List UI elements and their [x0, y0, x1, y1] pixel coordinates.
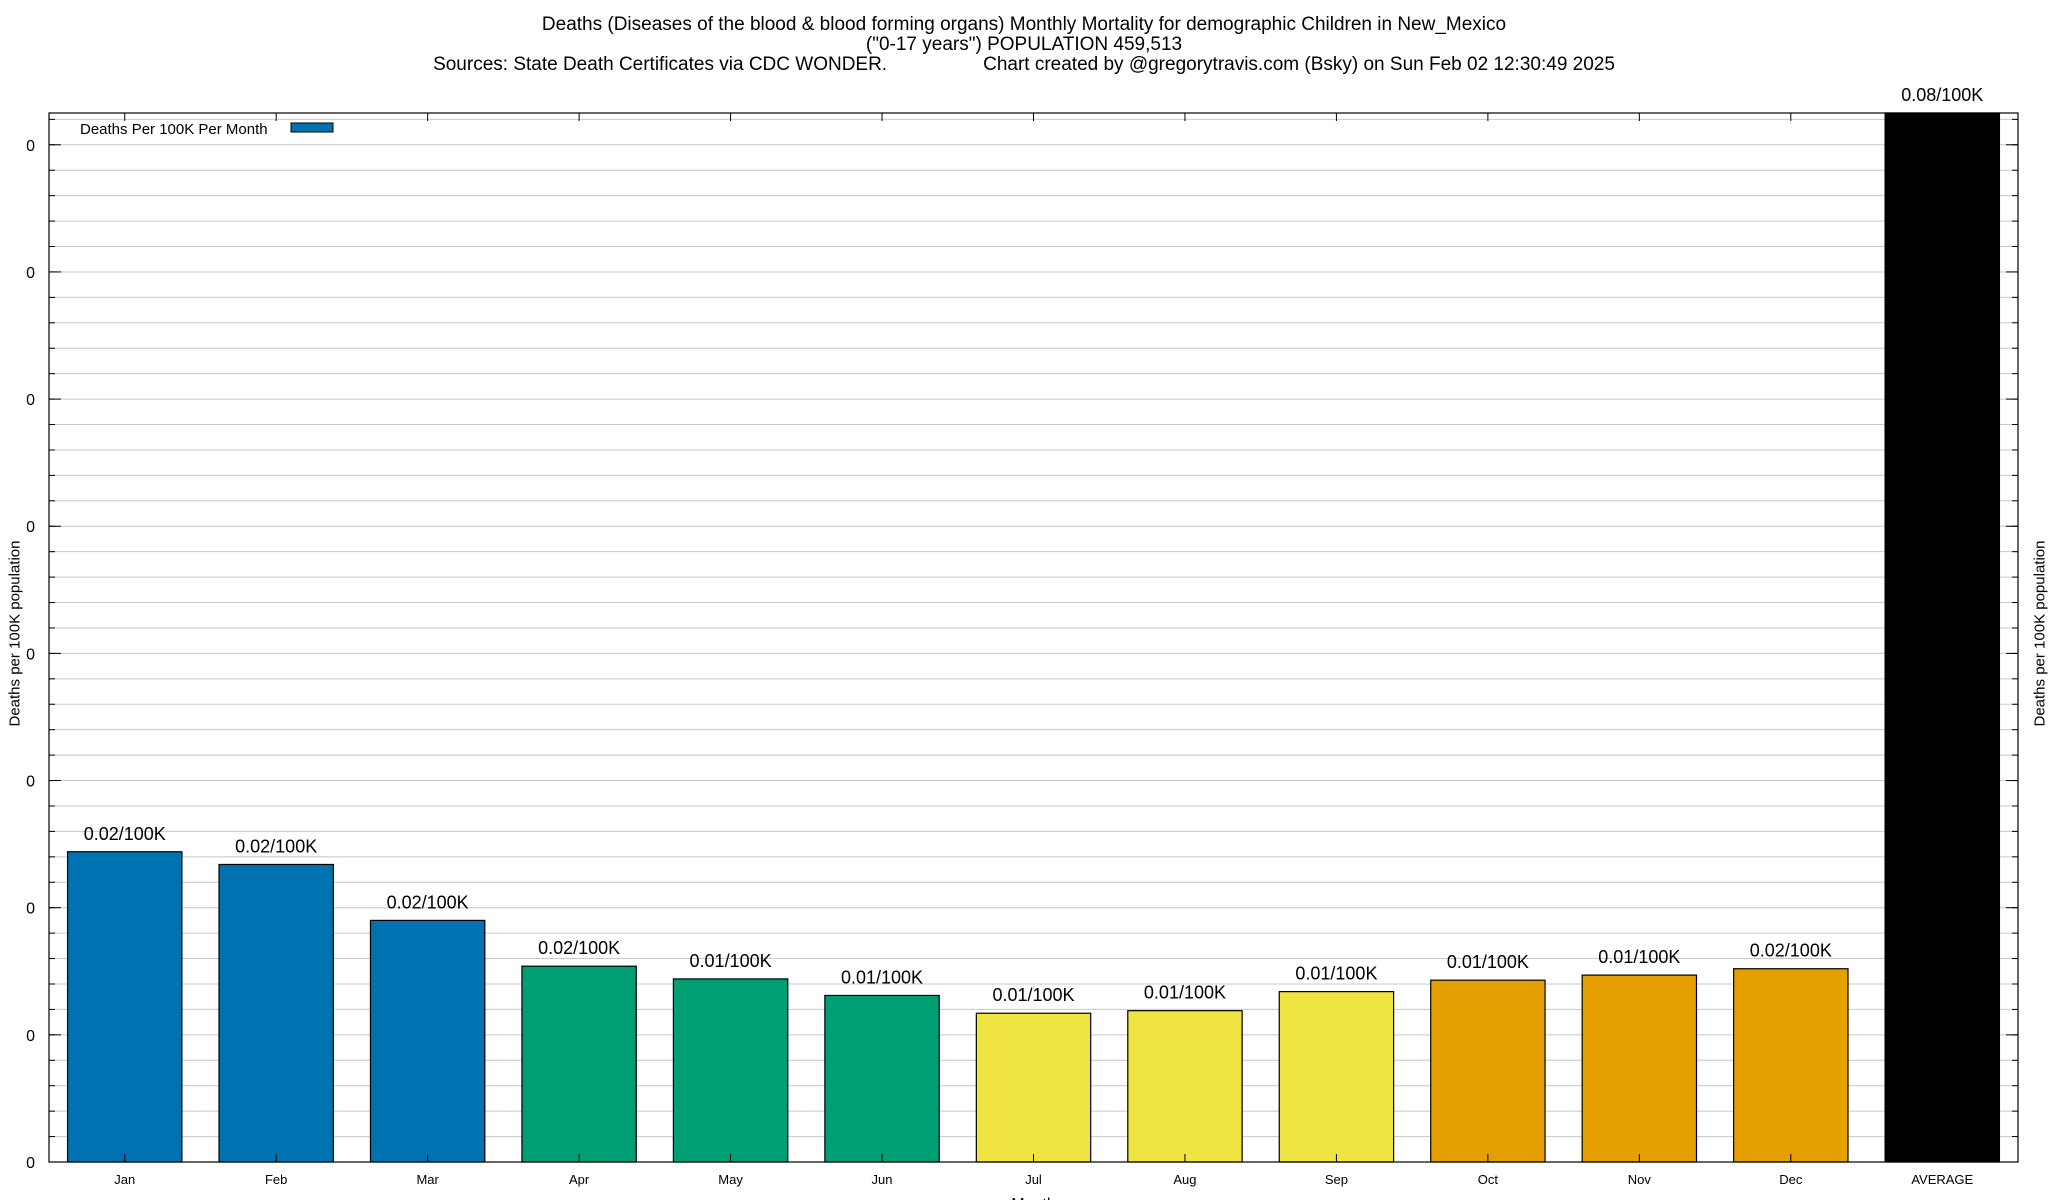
- data-label-apr: 0.02/100K: [538, 938, 620, 958]
- data-label-average: 0.08/100K: [1901, 85, 1983, 105]
- x-tick-label-jun: Jun: [872, 1172, 893, 1187]
- x-tick-label-oct: Oct: [1478, 1172, 1499, 1187]
- y-tick-label: 0: [26, 1028, 35, 1045]
- x-tick-label-apr: Apr: [569, 1172, 590, 1187]
- bar-jul: [975, 1012, 1092, 1163]
- bar-mar: [369, 919, 486, 1163]
- bar-oct: [1430, 979, 1546, 1163]
- chart-source: Sources: State Death Certificates via CD…: [433, 54, 888, 75]
- y-tick-label: 0: [26, 392, 35, 409]
- bar-may: [672, 978, 789, 1163]
- bar-apr: [521, 965, 637, 1163]
- bar-jan: [66, 851, 183, 1163]
- y-tick-label: 0: [26, 265, 35, 282]
- x-tick-label-sep: Sep: [1325, 1172, 1348, 1187]
- x-axis-label: Month: [1011, 1196, 1055, 1200]
- data-label-aug: 0.01/100K: [1144, 983, 1226, 1003]
- chart-title-line-2: ("0-17 years") POPULATION 459,513: [865, 34, 1183, 55]
- data-label-feb: 0.02/100K: [235, 836, 317, 856]
- x-tick-label-may: May: [718, 1172, 743, 1187]
- chart-title-line-1: Deaths (Diseases of the blood & blood fo…: [541, 14, 1507, 35]
- x-tick-label-mar: Mar: [416, 1172, 439, 1187]
- bar-feb: [218, 863, 334, 1163]
- x-tick-label-average: AVERAGE: [1911, 1172, 1973, 1187]
- bar-average: [1884, 112, 2001, 1163]
- bar-dec: [1733, 968, 1849, 1163]
- y-axis-label-right: Deaths per 100K population: [2031, 540, 2048, 727]
- chart-title-line-3: Sources: State Death Certificates via CD…: [0, 54, 2048, 76]
- data-label-jul: 0.01/100K: [992, 985, 1074, 1005]
- data-label-mar: 0.02/100K: [387, 892, 469, 912]
- y-tick-label: 0: [26, 138, 35, 155]
- plot-border: [48, 112, 2019, 1163]
- x-tick-label-feb: Feb: [265, 1172, 287, 1187]
- data-label-oct: 0.01/100K: [1447, 952, 1529, 972]
- legend-label: Deaths Per 100K Per Month: [80, 121, 268, 138]
- data-label-dec: 0.02/100K: [1750, 941, 1832, 961]
- x-tick-label-aug: Aug: [1173, 1172, 1196, 1187]
- y-tick-label: 0: [26, 646, 35, 663]
- x-tick-label-dec: Dec: [1779, 1172, 1803, 1187]
- y-tick-label: 0: [26, 1155, 35, 1172]
- bar-nov: [1581, 974, 1698, 1163]
- x-tick-label-jan: Jan: [114, 1172, 135, 1187]
- bar-jun: [824, 994, 940, 1163]
- data-label-may: 0.01/100K: [690, 951, 772, 971]
- bar-aug: [1127, 1010, 1243, 1163]
- x-tick-label-nov: Nov: [1628, 1172, 1652, 1187]
- data-label-nov: 0.01/100K: [1598, 947, 1680, 967]
- legend-swatch: [290, 122, 334, 133]
- y-axis-label: Deaths per 100K population: [6, 540, 24, 727]
- data-label-sep: 0.01/100K: [1295, 964, 1377, 984]
- y-tick-label: 0: [26, 901, 35, 918]
- data-label-jun: 0.01/100K: [841, 967, 923, 987]
- x-tick-label-jul: Jul: [1025, 1172, 1042, 1187]
- chart-credit: Chart created by @gregorytravis.com (Bsk…: [983, 54, 1615, 75]
- y-tick-label: 0: [26, 519, 35, 536]
- data-label-jan: 0.02/100K: [84, 824, 166, 844]
- y-tick-label: 0: [26, 774, 35, 791]
- bar-sep: [1278, 991, 1395, 1163]
